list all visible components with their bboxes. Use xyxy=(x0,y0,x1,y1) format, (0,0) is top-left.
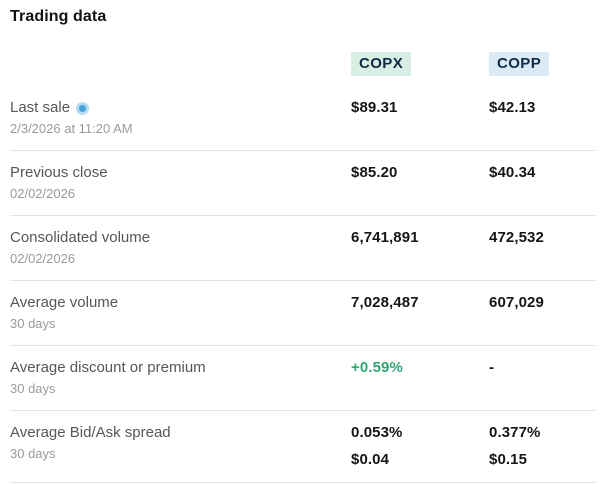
row-label: Last sale xyxy=(10,99,71,116)
row-label-cell: Consolidated volume 02/02/2026 xyxy=(10,229,351,267)
row-label-cell: Last sale 2/3/2026 at 11:20 AM xyxy=(10,99,351,137)
table-row: Average volume 30 days 7,028,487 607,029 xyxy=(10,281,596,346)
header-cell-copp: COPP xyxy=(489,52,596,76)
table-header-row: COPX COPP xyxy=(10,52,596,76)
table-row: Previous close 02/02/2026 $85.20 $40.34 xyxy=(10,151,596,216)
row-label-cell: Previous close 02/02/2026 xyxy=(10,164,351,202)
table-row: Average Bid/Ask spread 30 days 0.053% $0.… xyxy=(10,411,596,483)
row-sublabel: 2/3/2026 at 11:20 AM xyxy=(10,121,133,136)
row-sublabel: 30 days xyxy=(10,316,56,331)
row-value-cell: 6,741,891 xyxy=(351,229,419,246)
row-label: Average volume xyxy=(10,294,119,311)
row-value-cell: 607,029 xyxy=(489,294,544,311)
row-value-cell: $85.20 xyxy=(351,164,398,181)
row-label-cell: Average discount or premium 30 days xyxy=(10,359,351,397)
ticker-badge-copp: COPP xyxy=(489,52,550,76)
row-label: Previous close xyxy=(10,164,108,181)
row-value-cell: 0.377% $0.15 xyxy=(489,424,541,468)
table-row: Average discount or premium 30 days +0.5… xyxy=(10,346,596,411)
table-row: Last sale 2/3/2026 at 11:20 AM $89.31 $4… xyxy=(10,76,596,151)
header-cell-copx: COPX xyxy=(351,52,489,76)
row-sublabel: 30 days xyxy=(10,381,56,396)
row-sublabel: 02/02/2026 xyxy=(10,186,76,201)
table-body: Last sale 2/3/2026 at 11:20 AM $89.31 $4… xyxy=(10,76,596,483)
row-value-cell: +0.59% xyxy=(351,359,403,376)
row-label: Consolidated volume xyxy=(10,229,151,246)
row-label: Average discount or premium xyxy=(10,359,206,376)
row-value-cell: $42.13 xyxy=(489,99,536,116)
row-value-cell: - xyxy=(489,359,495,376)
row-value-cell: $89.31 xyxy=(351,99,398,116)
page-title: Trading data xyxy=(10,8,107,25)
row-sublabel: 02/02/2026 xyxy=(10,251,76,266)
row-label-cell: Average Bid/Ask spread 30 days xyxy=(10,424,351,462)
row-value-cell: 472,532 xyxy=(489,229,544,246)
row-label-cell: Average volume 30 days xyxy=(10,294,351,332)
row-value-cell: $40.34 xyxy=(489,164,536,181)
row-value-cell: 7,028,487 xyxy=(351,294,419,311)
table-row: Consolidated volume 02/02/2026 6,741,891… xyxy=(10,216,596,281)
ticker-badge-copx: COPX xyxy=(351,52,412,76)
row-label: Average Bid/Ask spread xyxy=(10,424,171,441)
row-sublabel: 30 days xyxy=(10,446,56,461)
live-pulse-icon xyxy=(76,101,90,115)
row-value-cell: 0.053% $0.04 xyxy=(351,424,403,468)
